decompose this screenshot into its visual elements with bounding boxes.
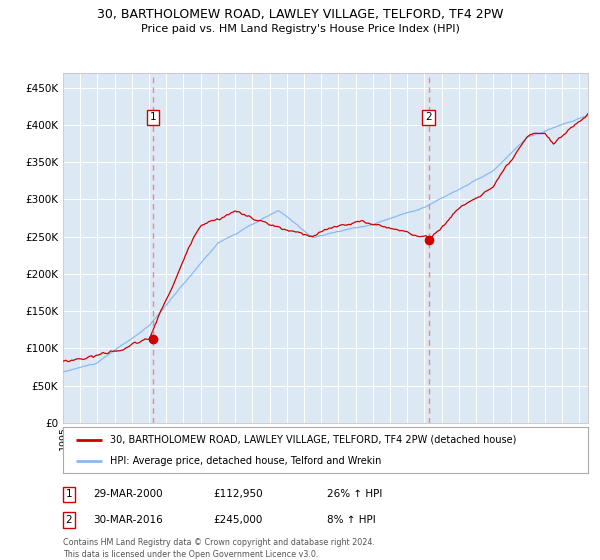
Text: 2: 2 bbox=[425, 113, 432, 123]
Text: HPI: Average price, detached house, Telford and Wrekin: HPI: Average price, detached house, Telf… bbox=[110, 456, 382, 466]
Text: £245,000: £245,000 bbox=[213, 515, 262, 525]
Text: Price paid vs. HM Land Registry's House Price Index (HPI): Price paid vs. HM Land Registry's House … bbox=[140, 24, 460, 34]
Text: 1: 1 bbox=[150, 113, 157, 123]
Text: 2: 2 bbox=[65, 515, 73, 525]
Text: 1: 1 bbox=[65, 489, 73, 500]
Text: 30, BARTHOLOMEW ROAD, LAWLEY VILLAGE, TELFORD, TF4 2PW: 30, BARTHOLOMEW ROAD, LAWLEY VILLAGE, TE… bbox=[97, 8, 503, 21]
Text: £112,950: £112,950 bbox=[213, 489, 263, 500]
Text: Contains HM Land Registry data © Crown copyright and database right 2024.
This d: Contains HM Land Registry data © Crown c… bbox=[63, 538, 375, 559]
Text: 8% ↑ HPI: 8% ↑ HPI bbox=[327, 515, 376, 525]
Text: 30, BARTHOLOMEW ROAD, LAWLEY VILLAGE, TELFORD, TF4 2PW (detached house): 30, BARTHOLOMEW ROAD, LAWLEY VILLAGE, TE… bbox=[110, 435, 517, 445]
Text: 29-MAR-2000: 29-MAR-2000 bbox=[93, 489, 163, 500]
Text: 26% ↑ HPI: 26% ↑ HPI bbox=[327, 489, 382, 500]
Text: 30-MAR-2016: 30-MAR-2016 bbox=[93, 515, 163, 525]
